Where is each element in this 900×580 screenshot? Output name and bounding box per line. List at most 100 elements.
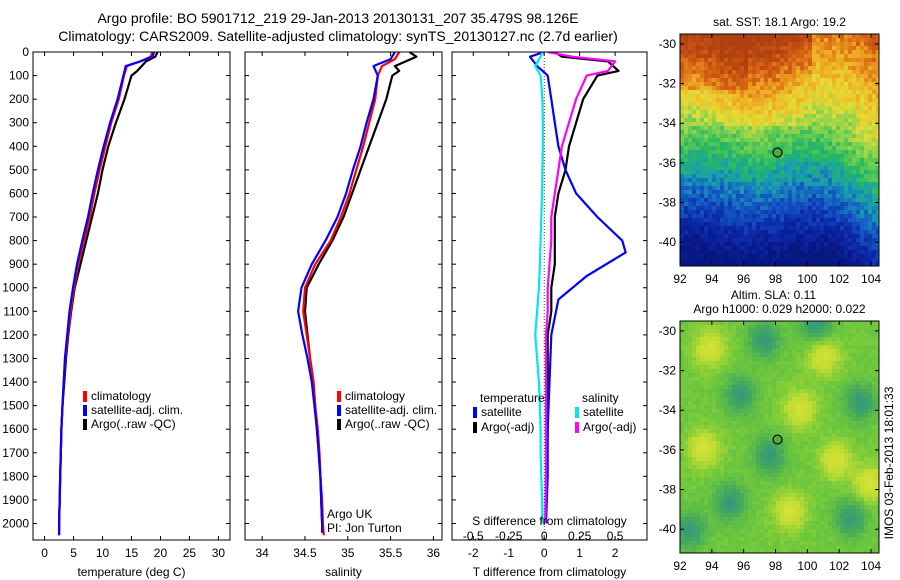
heatmap-cell [876,38,879,42]
heatmap-cell [768,349,772,353]
heatmap-cell [692,337,696,341]
heatmap-cell [788,250,792,254]
heatmap-cell [864,222,868,226]
heatmap-cell [704,74,708,78]
heatmap-cell [840,381,844,385]
heatmap-cell [692,393,696,397]
heatmap-cell [756,258,760,262]
heatmap-cell [804,397,808,401]
heatmap-cell [724,186,728,190]
heatmap-cell [752,166,756,170]
heatmap-cell [736,238,740,242]
heatmap-cell [816,405,820,409]
heatmap-cell [816,162,820,166]
heatmap-cell [804,186,808,190]
heatmap-cell [712,114,716,118]
heatmap-cell [756,425,760,429]
heatmap-cell [688,190,692,194]
heatmap-cell [796,373,800,377]
heatmap-cell [680,162,684,166]
heatmap-cell [856,242,860,246]
heatmap-cell [812,413,816,417]
heatmap-cell [784,333,788,337]
heatmap-cell [740,54,744,58]
heatmap-cell [812,34,816,38]
heatmap-cell [788,333,792,337]
x-tick-label: 2 [612,546,619,560]
legend-entry: satellite [481,405,522,419]
heatmap-cell [760,325,764,329]
heatmap-cell [728,417,732,421]
heatmap-cell [832,62,836,66]
heatmap-cell [764,218,768,222]
heatmap-cell [712,361,716,365]
heatmap-cell [724,381,728,385]
heatmap-cell [792,393,796,397]
heatmap-cell [772,377,776,381]
heatmap-cell [756,222,760,226]
heatmap-cell [692,437,696,441]
heatmap-cell [772,218,776,222]
heatmap-cell [712,250,716,254]
heatmap-cell [680,461,684,465]
heatmap-cell [840,70,844,74]
heatmap-cell [840,82,844,86]
x-tick-label: 34.5 [293,546,317,560]
heatmap-cell [740,46,744,50]
heatmap-cell [852,158,856,162]
heatmap-cell [744,54,748,58]
heatmap-cell [832,194,836,198]
heatmap-cell [804,82,808,86]
heatmap-cell [872,437,876,441]
heatmap-cell [768,102,772,106]
heatmap-cell [840,178,844,182]
heatmap-cell [700,178,704,182]
heatmap-cell [716,457,720,461]
heatmap-cell [704,190,708,194]
heatmap-cell [844,114,848,118]
heatmap-cell [860,341,864,345]
heatmap-cell [836,218,840,222]
heatmap-cell [868,138,872,142]
heatmap-cell [876,102,879,106]
heatmap-cell [856,321,860,325]
map-frame [679,33,880,267]
heatmap-cell [832,102,836,106]
heatmap-cell [844,369,848,373]
heatmap-cell [868,78,872,82]
heatmap-cell [724,457,728,461]
heatmap-cell [724,106,728,110]
heatmap-cell [800,333,804,337]
heatmap-cell [856,58,860,62]
heatmap-cell [784,393,788,397]
heatmap-cell [820,190,824,194]
heatmap-cell [720,230,724,234]
heatmap-cell [736,425,740,429]
heatmap-cell [816,34,820,38]
heatmap-cell [808,413,812,417]
heatmap-cell [712,457,716,461]
heatmap-cell [736,182,740,186]
heatmap-cell [868,381,872,385]
heatmap-cell [708,214,712,218]
heatmap-cell [876,353,879,357]
heatmap-cell [732,457,736,461]
heatmap-cell [716,62,720,66]
heatmap-cell [728,254,732,258]
heatmap-cell [824,206,828,210]
heatmap-cell [840,401,844,405]
heatmap-cell [688,321,692,325]
heatmap-cell [752,437,756,441]
heatmap-cell [832,421,836,425]
heatmap-cell [764,86,768,90]
heatmap-cell [792,86,796,90]
heatmap-cell [780,250,784,254]
heatmap-cell [844,329,848,333]
heatmap-cell [756,385,760,389]
heatmap-cell [728,421,732,425]
heatmap-cell [732,50,736,54]
heatmap-cell [800,341,804,345]
heatmap-cell [852,461,856,465]
heatmap-cell [800,110,804,114]
heatmap-cell [720,449,724,453]
